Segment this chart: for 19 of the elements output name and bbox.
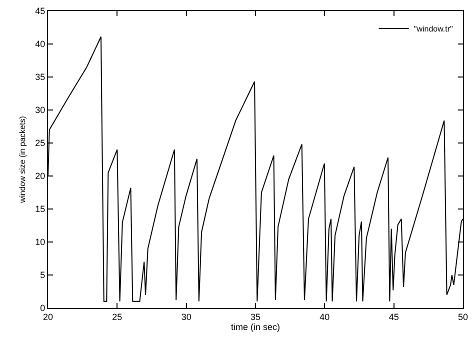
x-tick-label: 25 [112,312,122,322]
y-tick-label: 5 [40,270,46,280]
x-tick-label: 30 [181,312,192,322]
y-tick-label: 10 [35,237,46,248]
y-tick-label: 0 [40,303,46,314]
y-tick-label: 25 [35,138,46,148]
x-axis-title: time (in sec) [230,322,280,332]
x-tick-label: 40 [320,312,330,322]
legend-label: "window.tr" [414,24,454,34]
y-tick-label: 20 [35,171,46,182]
x-tick-label: 35 [250,312,261,322]
y-tick-label: 35 [35,72,46,82]
y-tick-label: 15 [35,204,46,214]
y-tick-label: 30 [35,105,46,116]
x-tick-label: 50 [458,312,468,322]
y-tick-label: 45 [35,6,46,16]
y-axis-title: window size (in packets) [18,116,27,204]
x-tick-label: 45 [388,312,399,322]
y-tick-label: 40 [35,39,46,50]
